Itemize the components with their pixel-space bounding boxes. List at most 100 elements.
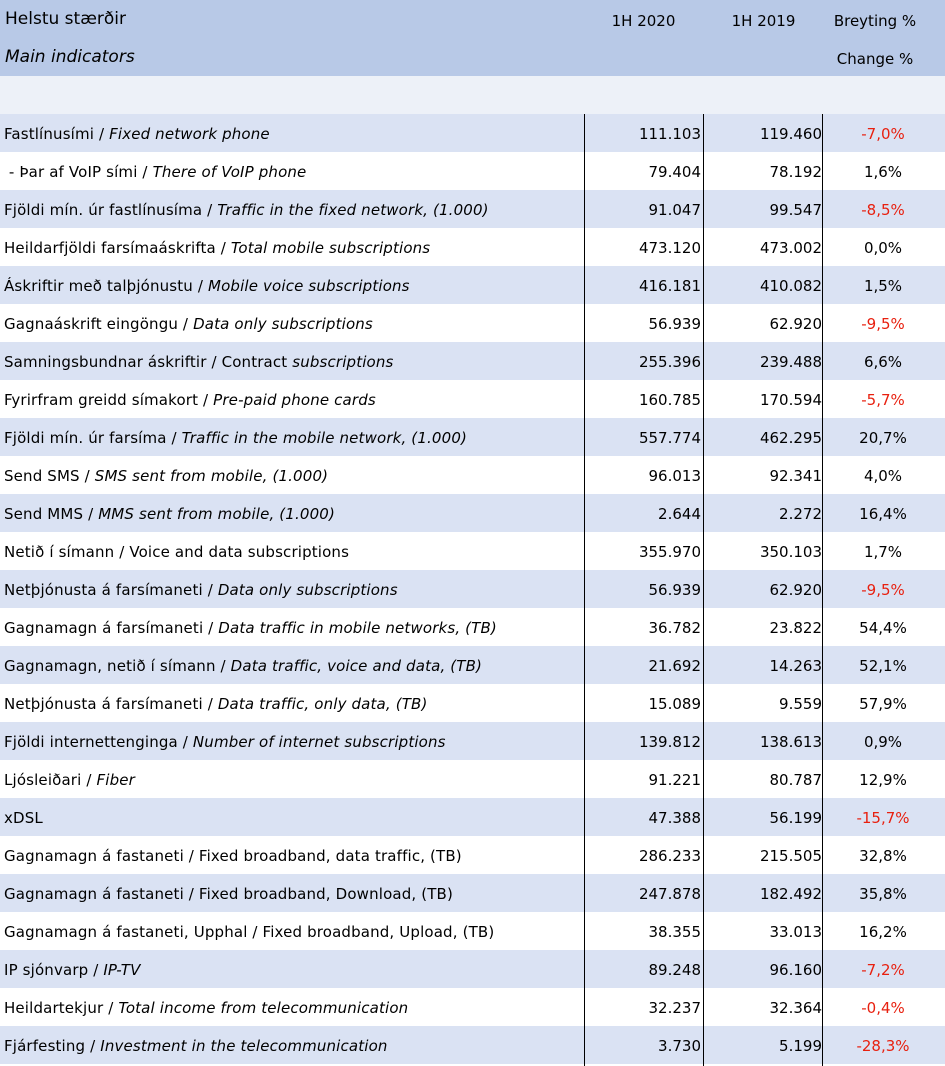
value-1h-2019: 239.488	[759, 353, 822, 371]
indicators-table-body: Fastlínusími / Fixed network phone 111.10…	[0, 114, 945, 1064]
table-row: Netið í símann / Voice and data subscrip…	[0, 532, 945, 570]
table-row: Netþjónusta á farsímaneti / Data traffic…	[0, 684, 945, 722]
table-row: Gagnamagn á farsímaneti / Data traffic i…	[0, 608, 945, 646]
row-label: Heildartekjur / Total income from teleco…	[4, 988, 408, 1026]
value-1h-2019: 32.364	[769, 999, 823, 1017]
value-1h-2019: 5.199	[779, 1037, 822, 1055]
row-label-english: Fixed network phone	[109, 125, 270, 143]
table-header: Helstu stærðir Main indicators 1H 2020 1…	[0, 0, 945, 76]
row-label: Gagnamagn á fastaneti / Fixed broadband,…	[4, 874, 453, 912]
row-label-english: IP-TV	[103, 961, 141, 979]
row-label-english: Data only subscriptions	[217, 581, 398, 599]
value-1h-2020: 79.404	[648, 163, 702, 181]
value-1h-2020: 255.396	[638, 353, 701, 371]
value-change-percent: 32,8%	[859, 847, 907, 865]
row-label-english: Data only subscriptions	[193, 315, 373, 333]
row-label-icelandic: Fjöldi mín. úr fastlínusíma /	[4, 201, 218, 219]
row-label-english: Total income from telecommunication	[118, 999, 409, 1017]
table-row: xDSL 47.388 56.199 -15,7%	[0, 798, 945, 836]
row-label-icelandic: Gagnamagn á fastaneti / Fixed broadband,…	[4, 847, 462, 865]
value-1h-2020: 416.181	[638, 277, 701, 295]
row-label-english: MMS sent from mobile, (1.000)	[98, 505, 335, 523]
value-1h-2019: 23.822	[769, 619, 823, 637]
row-label: Fjárfesting / Investment in the telecomm…	[4, 1026, 388, 1064]
row-label-icelandic: Fastlínusími /	[4, 125, 110, 143]
value-change-percent: 54,4%	[859, 619, 907, 637]
row-label: Gagnamagn, netið í símann / Data traffic…	[4, 646, 482, 684]
row-label-icelandic: Áskriftir með talþjónustu /	[4, 277, 208, 295]
row-label: Netþjónusta á farsímaneti / Data only su…	[4, 570, 398, 608]
value-1h-2019: 9.559	[779, 695, 822, 713]
row-label: Fjöldi mín. úr farsíma / Traffic in the …	[4, 418, 467, 456]
table-row: Gagnamagn á fastaneti / Fixed broadband,…	[0, 874, 945, 912]
value-change-percent: -15,7%	[856, 809, 910, 827]
value-1h-2020: 91.047	[648, 201, 702, 219]
table-row: IP sjónvarp / IP-TV 89.248 96.160 -7,2%	[0, 950, 945, 988]
value-change-percent: 52,1%	[859, 657, 907, 675]
value-1h-2019: 473.002	[759, 239, 822, 257]
value-change-percent: 12,9%	[859, 771, 907, 789]
value-1h-2019: 33.013	[769, 923, 823, 941]
row-label: - Þar af VoIP sími / There of VoIP phone	[4, 152, 306, 190]
value-1h-2020: 56.939	[648, 315, 702, 333]
row-label: Fyrirfram greidd símakort / Pre-paid pho…	[4, 380, 376, 418]
row-label: Netþjónusta á farsímaneti / Data traffic…	[4, 684, 428, 722]
row-label-english: Total mobile subscriptions	[230, 239, 431, 257]
row-label: Heildarfjöldi farsímaáskrifta / Total mo…	[4, 228, 430, 266]
value-change-percent: 16,2%	[859, 923, 907, 941]
header-spacer	[0, 76, 945, 114]
table-row: Gagnaáskrift eingöngu / Data only subscr…	[0, 304, 945, 342]
table-subtitle: Main indicators	[5, 47, 135, 67]
value-1h-2019: 215.505	[759, 847, 822, 865]
row-label-english: subscriptions	[292, 353, 394, 371]
column-divider	[822, 114, 823, 1066]
value-change-percent: 20,7%	[859, 429, 907, 447]
row-label: Áskriftir með talþjónustu / Mobile voice…	[4, 266, 410, 304]
row-label-english: Data traffic, only data, (TB)	[217, 695, 428, 713]
value-change-percent: 4,0%	[863, 467, 903, 485]
value-1h-2020: 247.878	[638, 885, 701, 903]
row-label-english: Data traffic in mobile networks, (TB)	[218, 619, 497, 637]
value-1h-2019: 62.920	[769, 581, 823, 599]
row-label-icelandic: Samningsbundnar áskriftir / Contract	[4, 353, 293, 371]
row-label-english: SMS sent from mobile, (1.000)	[94, 467, 329, 485]
value-1h-2020: 3.730	[658, 1037, 701, 1055]
value-1h-2019: 2.272	[779, 505, 822, 523]
row-label-icelandic: Gagnamagn, netið í símann /	[4, 657, 231, 675]
value-change-percent: -7,0%	[861, 125, 905, 143]
value-change-percent: -9,5%	[861, 315, 905, 333]
value-1h-2019: 92.341	[769, 467, 823, 485]
row-label: Send SMS / SMS sent from mobile, (1.000)	[4, 456, 328, 494]
value-1h-2019: 99.547	[769, 201, 823, 219]
table-row: Fjöldi mín. úr fastlínusíma / Traffic in…	[0, 190, 945, 228]
table-row: Heildarfjöldi farsímaáskrifta / Total mo…	[0, 228, 945, 266]
row-label-icelandic: Gagnaáskrift eingöngu /	[4, 315, 194, 333]
value-1h-2019: 78.192	[769, 163, 823, 181]
value-1h-2019: 96.160	[769, 961, 823, 979]
value-1h-2020: 286.233	[638, 847, 701, 865]
row-label: Gagnamagn á fastaneti / Fixed broadband,…	[4, 836, 462, 874]
value-1h-2020: 139.812	[638, 733, 701, 751]
table-row: - Þar af VoIP sími / There of VoIP phone…	[0, 152, 945, 190]
table-row: Gagnamagn á fastaneti, Upphal / Fixed br…	[0, 912, 945, 950]
value-1h-2020: 111.103	[638, 125, 701, 143]
table-row: Gagnamagn á fastaneti / Fixed broadband,…	[0, 836, 945, 874]
row-label: Samningsbundnar áskriftir / Contract sub…	[4, 342, 394, 380]
value-change-percent: -5,7%	[861, 391, 905, 409]
column-header-1h-2020: 1H 2020	[611, 12, 676, 30]
value-1h-2020: 56.939	[648, 581, 702, 599]
table-row: Send SMS / SMS sent from mobile, (1.000)…	[0, 456, 945, 494]
value-1h-2019: 462.295	[759, 429, 822, 447]
table-row: Heildartekjur / Total income from teleco…	[0, 988, 945, 1026]
value-1h-2020: 89.248	[648, 961, 702, 979]
value-1h-2019: 350.103	[759, 543, 822, 561]
row-label-icelandic: Heildartekjur /	[4, 999, 119, 1017]
value-1h-2019: 410.082	[759, 277, 822, 295]
row-label-icelandic: Netið í símann / Voice and data subscrip…	[4, 543, 350, 561]
row-label-icelandic: xDSL	[4, 809, 43, 827]
column-divider	[584, 114, 585, 1066]
row-label: Gagnamagn á farsímaneti / Data traffic i…	[4, 608, 497, 646]
value-change-percent: 1,6%	[863, 163, 903, 181]
value-1h-2019: 80.787	[769, 771, 823, 789]
row-label-icelandic: Gagnamagn á farsímaneti /	[4, 619, 219, 637]
